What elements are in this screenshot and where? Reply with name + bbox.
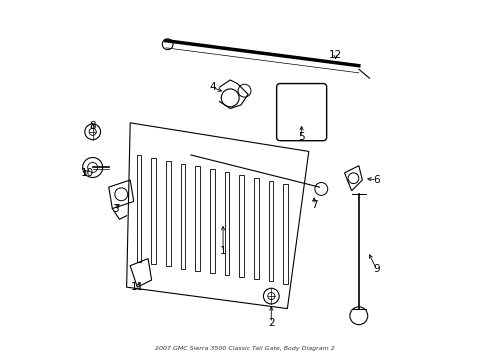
Text: 7: 7 — [310, 200, 317, 210]
Text: 2007 GMC Sierra 3500 Classic Tail Gate, Body Diagram 2: 2007 GMC Sierra 3500 Classic Tail Gate, … — [154, 346, 334, 351]
Text: 4: 4 — [208, 82, 215, 92]
Text: 5: 5 — [298, 132, 305, 142]
Text: 2: 2 — [267, 318, 274, 328]
Text: 3: 3 — [112, 203, 119, 213]
Text: 8: 8 — [89, 121, 96, 131]
Text: 9: 9 — [373, 264, 379, 274]
Text: 10: 10 — [81, 168, 94, 178]
Text: 6: 6 — [373, 175, 379, 185]
Text: 11: 11 — [130, 282, 143, 292]
Text: 1: 1 — [219, 247, 226, 256]
Circle shape — [314, 183, 327, 195]
Text: 12: 12 — [328, 50, 342, 60]
